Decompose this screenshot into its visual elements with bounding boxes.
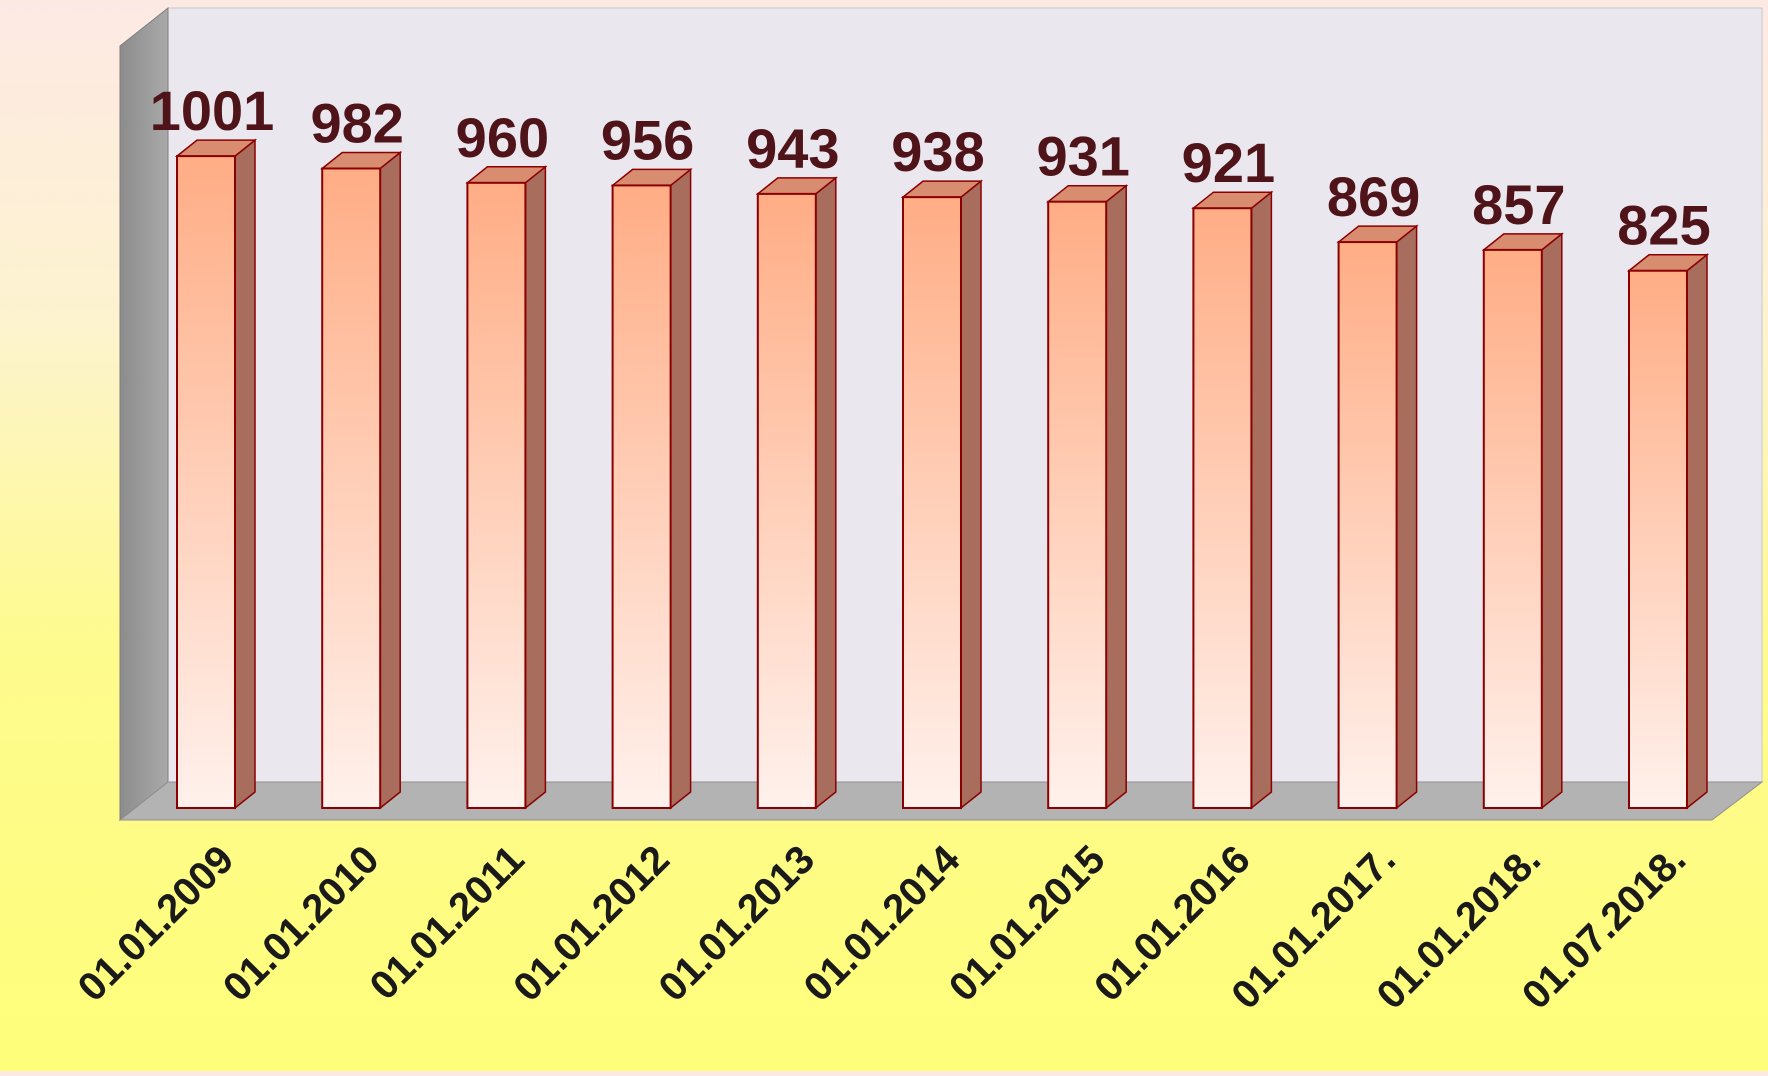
value-label: 931 (1036, 125, 1129, 188)
bar-side (1105, 184, 1127, 810)
bar-side (1395, 224, 1418, 810)
bar-01.01.2014 (900, 179, 984, 810)
bar-01.01.2010 (320, 150, 403, 810)
bar-front (321, 167, 382, 809)
value-label: 921 (1182, 131, 1275, 194)
category-label: 01.01.2015 (941, 837, 1114, 1010)
category-label: 01.01.2011 (362, 837, 533, 1008)
bar-side (524, 165, 547, 810)
bar-01.01.2017. (1336, 224, 1419, 810)
bar-side (960, 179, 982, 810)
bar-01.01.2012 (610, 167, 693, 810)
value-label: 857 (1472, 173, 1565, 236)
category-label: 01.01.2010 (215, 837, 388, 1010)
bar-front (902, 196, 962, 809)
category-label: 01.01.2014 (796, 837, 969, 1010)
bar-01.01.2016 (1191, 190, 1274, 810)
bar-side (234, 138, 256, 810)
bar-01.01.2011 (465, 165, 548, 810)
bar-front (1337, 241, 1398, 809)
bar-side (1250, 190, 1273, 810)
value-label: 982 (310, 91, 403, 154)
bar-side (815, 176, 837, 810)
bar-front (176, 155, 236, 810)
bar-01.01.2013 (755, 176, 838, 810)
value-label: 825 (1617, 194, 1710, 257)
value-label: 938 (891, 120, 984, 183)
bar-side (379, 150, 401, 810)
category-label: 01.01.2012 (505, 837, 678, 1010)
bar-01.01.2018. (1481, 232, 1564, 810)
bar-series (174, 138, 1710, 810)
bar-front (756, 192, 817, 810)
bar-front (611, 184, 672, 810)
bar-front (1192, 207, 1253, 810)
bar-front (1482, 248, 1543, 810)
category-label: 01.01.2009 (70, 837, 243, 1010)
value-label: 943 (746, 117, 839, 180)
bar-front (1047, 200, 1108, 809)
bar-01.07.2018. (1626, 253, 1710, 810)
value-label: 1001 (150, 79, 275, 142)
value-label: 956 (601, 108, 694, 171)
bar-side (1541, 232, 1563, 810)
value-label: 869 (1327, 165, 1420, 228)
category-label: 01.01.2013 (650, 837, 823, 1010)
category-labels: 01.01.200901.01.201001.01.201101.01.2012… (70, 837, 1695, 1018)
bar-front (466, 181, 527, 809)
value-label: 960 (456, 106, 549, 169)
bar-side (1686, 253, 1708, 810)
value-labels: 1001 982 960 956 943 938 931 921 869 857 825 (150, 79, 1711, 257)
bar-front (1628, 269, 1688, 809)
bar-01.01.2015 (1046, 184, 1129, 810)
bar-side (669, 167, 692, 810)
bar-01.01.2009 (174, 138, 258, 810)
